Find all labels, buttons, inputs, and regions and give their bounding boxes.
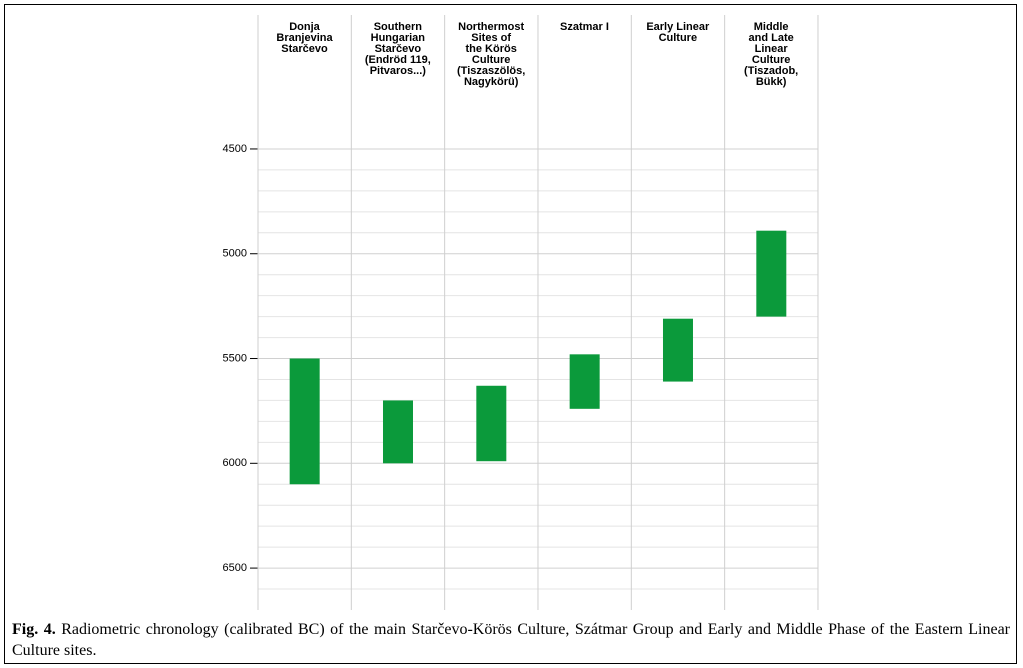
range-bar: [289, 358, 320, 485]
y-tick-label: 6000: [223, 457, 247, 469]
range-bar: [569, 354, 600, 409]
y-tick-label: 4500: [223, 143, 247, 155]
y-tick-label: 5000: [223, 248, 247, 260]
caption-text: Radiometric chronology (calibrated BC) o…: [12, 621, 1010, 659]
y-tick-label: 6500: [223, 562, 247, 574]
column-header: Northermost Sites of the Körös Culture (…: [457, 21, 526, 88]
column-header: Middle and Late Linear Culture (Tiszadob…: [744, 21, 799, 88]
range-bar: [476, 385, 507, 462]
frame: [4, 4, 1017, 664]
y-tick-label: 5500: [223, 352, 247, 364]
column-header: Southern Hungarian Starčevo (Endröd 119,…: [364, 21, 431, 77]
range-bar: [382, 400, 413, 464]
column-header: Szatmar I: [560, 21, 609, 33]
caption: Fig. 4. Radiometric chronology (calibrat…: [12, 619, 1010, 661]
column-header: Donja Branjevina Starčevo: [276, 21, 333, 55]
range-bar: [662, 318, 693, 382]
caption-label: Fig. 4.: [12, 621, 56, 638]
column-header: Early Linear Culture: [646, 21, 710, 44]
range-bar: [756, 230, 787, 317]
